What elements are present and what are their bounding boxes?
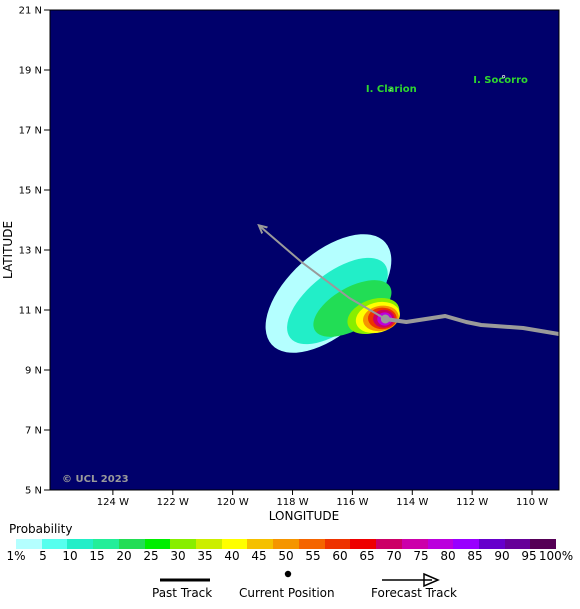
storm-probability-map: I. Clarion I. Socorro © UCL 2023 21 N 19 N… xyxy=(1,6,560,520)
lat-tick-label: 21 N xyxy=(19,6,42,17)
island-marker xyxy=(389,87,393,92)
lon-tick-label: 122 W xyxy=(157,497,189,508)
scale-label: 50 xyxy=(278,549,294,563)
lon-tick-label: 116 W xyxy=(336,497,368,508)
scale-label: 75 xyxy=(413,549,429,563)
forecast-arrow-icon xyxy=(423,572,440,588)
lat-tick-label: 17 N xyxy=(19,126,42,137)
lon-tick-label: 112 W xyxy=(456,497,488,508)
scale-swatch xyxy=(144,539,171,549)
island-label: I. Socorro xyxy=(473,75,528,86)
scale-swatch xyxy=(41,539,68,549)
scale-label: 15 xyxy=(89,549,105,563)
lon-tick-label: 118 W xyxy=(276,497,308,508)
scale-label: 30 xyxy=(170,549,186,563)
copyright-text: © UCL 2023 xyxy=(62,474,129,485)
current-position-symbol xyxy=(284,570,292,578)
scale-swatch xyxy=(427,539,454,549)
lat-tick-label: 9 N xyxy=(25,366,42,377)
scale-swatch xyxy=(298,539,325,549)
scale-swatch xyxy=(221,539,248,549)
scale-label: 20 xyxy=(116,549,132,563)
scale-label: 1% xyxy=(6,549,26,563)
island-label: I. Clarion xyxy=(366,84,417,95)
scale-label: 45 xyxy=(251,549,267,563)
legend-title: Probability xyxy=(9,522,73,536)
scale-label: 95 xyxy=(521,549,537,563)
scale-label: 100% xyxy=(538,549,574,563)
forecast-track-line xyxy=(260,226,386,320)
past-track-label: Past Track xyxy=(152,586,213,600)
scale-label: 25 xyxy=(143,549,159,563)
y-axis-title: LATITUDE xyxy=(1,221,15,279)
longitude-axis: 124 W 122 W 120 W 118 W 116 W 114 W 112 W 110 W xyxy=(97,490,548,508)
scale-swatch xyxy=(376,539,402,549)
storm-tracks xyxy=(260,226,559,336)
scale-swatch xyxy=(350,539,377,549)
scale-label: 35 xyxy=(197,549,213,563)
scale-label: 90 xyxy=(494,549,510,563)
current-position-label: Current Position xyxy=(239,586,335,600)
scale-swatch xyxy=(530,539,557,549)
scale-swatch xyxy=(16,539,42,549)
lat-tick-label: 15 N xyxy=(19,186,42,197)
scale-swatch xyxy=(247,539,274,549)
scale-swatch xyxy=(478,539,505,549)
scale-label: 40 xyxy=(224,549,240,563)
track-key-symbols xyxy=(160,570,440,588)
current-position-marker xyxy=(380,314,390,324)
latitude-axis: 21 N 19 N 17 N 15 N 13 N 11 N 9 N 7 N 5 N xyxy=(19,6,50,497)
lat-tick-label: 5 N xyxy=(25,486,42,497)
scale-label: 65 xyxy=(359,549,375,563)
scale-swatch xyxy=(453,539,479,549)
scale-swatch xyxy=(273,539,299,549)
forecast-track-label: Forecast Track xyxy=(371,586,457,600)
x-axis-title: LONGITUDE xyxy=(269,509,339,520)
lon-tick-label: 124 W xyxy=(97,497,129,508)
probability-scale-labels: 1% 5 10 15 20 25 30 35 40 45 50 55 60 65 70 75 80 85 90 95 1… xyxy=(0,549,580,565)
scale-swatch xyxy=(196,539,222,549)
scale-label: 70 xyxy=(386,549,402,563)
lon-tick-label: 120 W xyxy=(217,497,249,508)
scale-swatch xyxy=(170,539,197,549)
scale-label: 55 xyxy=(305,549,321,563)
scale-label: 5 xyxy=(39,549,47,563)
scale-swatch xyxy=(504,539,531,549)
lat-tick-label: 13 N xyxy=(19,246,42,257)
islands: I. Clarion I. Socorro xyxy=(366,75,528,95)
scale-swatch xyxy=(93,539,119,549)
scale-swatch xyxy=(67,539,94,549)
lat-tick-label: 19 N xyxy=(19,66,42,77)
probability-contour-20 xyxy=(313,280,392,337)
map-ocean-background xyxy=(50,10,559,490)
scale-label: 60 xyxy=(332,549,348,563)
scale-swatch xyxy=(324,539,351,549)
island-marker xyxy=(502,75,506,79)
past-track-line xyxy=(385,314,559,336)
lat-tick-label: 11 N xyxy=(19,306,42,317)
scale-swatch xyxy=(118,539,145,549)
lon-tick-label: 110 W xyxy=(516,497,548,508)
probability-color-scale xyxy=(16,539,557,549)
lon-tick-label: 114 W xyxy=(396,497,428,508)
lat-tick-label: 7 N xyxy=(25,426,42,437)
scale-label: 10 xyxy=(62,549,78,563)
scale-swatch xyxy=(401,539,428,549)
scale-label: 85 xyxy=(467,549,483,563)
scale-label: 80 xyxy=(440,549,456,563)
